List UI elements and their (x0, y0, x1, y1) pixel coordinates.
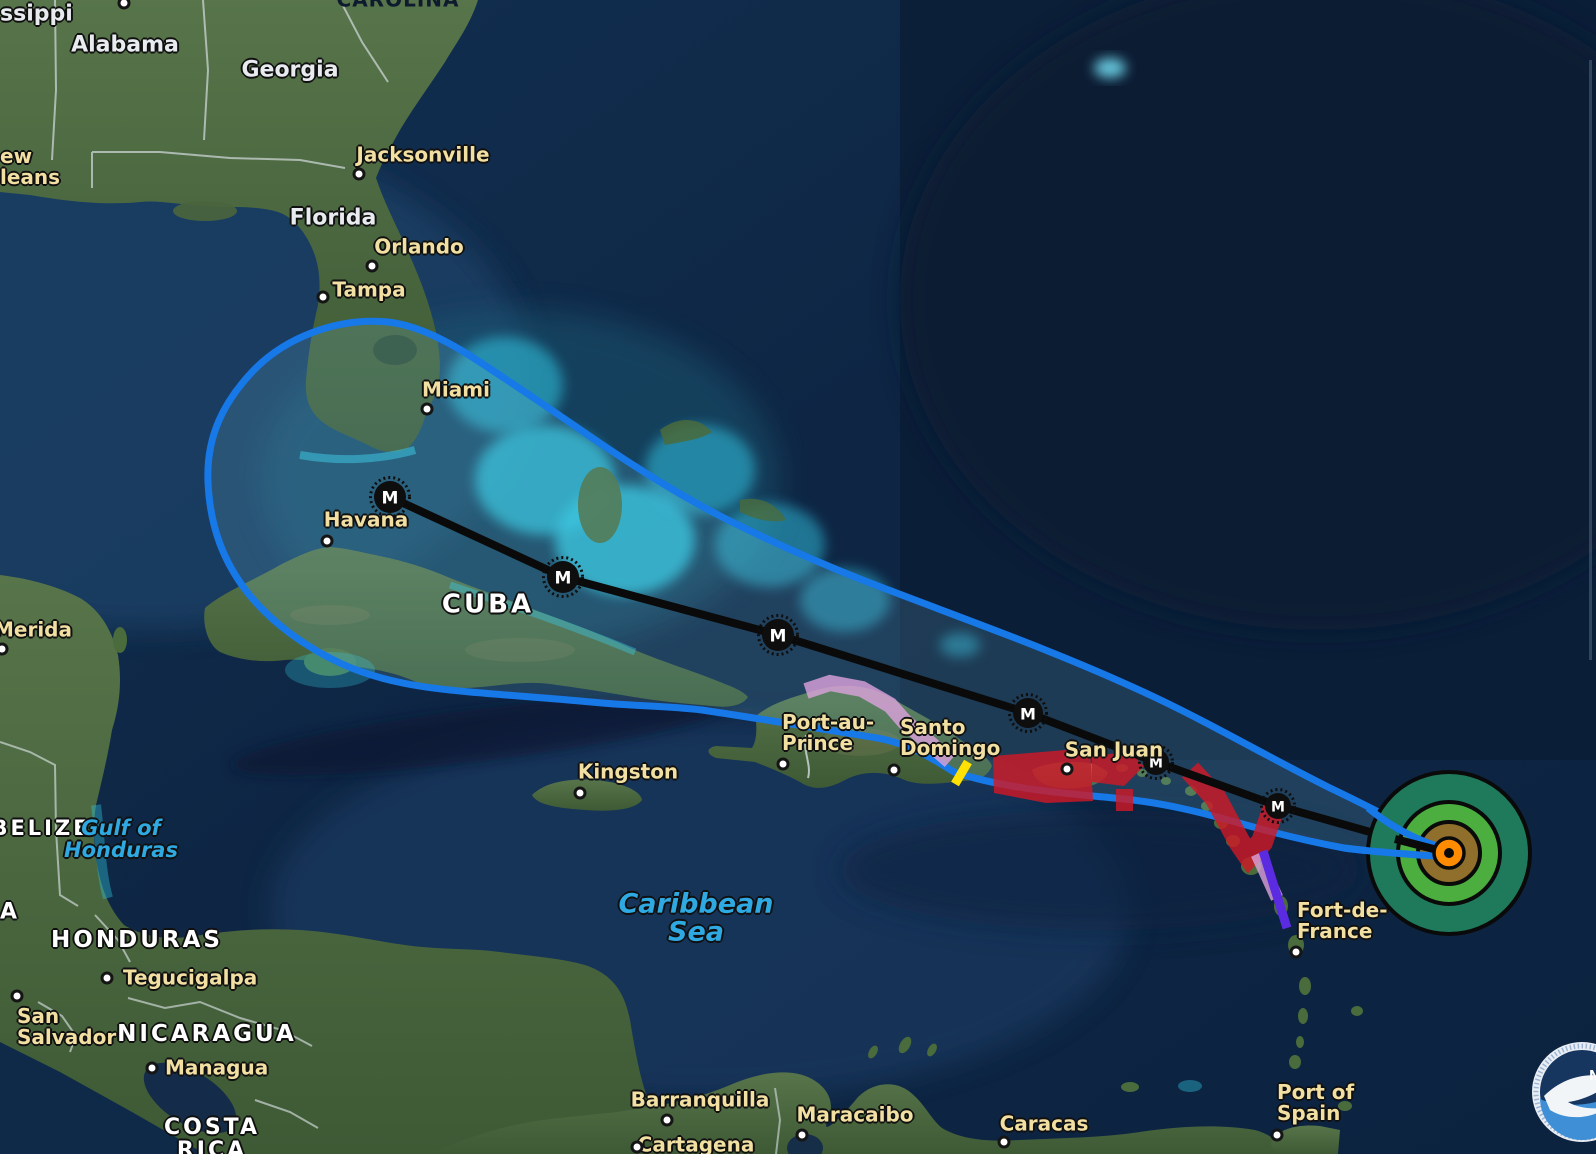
forecast-point-5: M (1260, 788, 1296, 824)
svg-text:NOAA: NOAA (1589, 1069, 1596, 1084)
warning-layer (803, 674, 1292, 930)
hurricane-center (1432, 836, 1466, 870)
forecast-point-0: M (369, 476, 411, 518)
svg-text:M: M (382, 489, 399, 509)
noaa-logo: NOAA (1532, 1042, 1596, 1142)
forecast-point-4: M (1138, 744, 1174, 780)
hurricane-warning-leewards (1181, 762, 1285, 874)
svg-text:M: M (555, 569, 572, 589)
country-borders (0, 741, 319, 1129)
land-cuba (204, 547, 749, 707)
noaa-logo-layer: NOAA (1532, 1042, 1596, 1142)
forecast-point-1: M (542, 556, 584, 598)
edge-artifact (1589, 60, 1592, 660)
land-central-america (0, 575, 680, 1154)
svg-text:M: M (1271, 799, 1285, 815)
hurricane-warning-pr-east (1092, 751, 1144, 786)
svg-text:M: M (1020, 704, 1036, 723)
state-borders (51, 0, 389, 188)
land-us-southeast (0, 0, 478, 452)
svg-text:M: M (770, 627, 787, 647)
ts-watch-santo-domingo (951, 759, 972, 787)
forecast-point-2: M (757, 614, 799, 656)
hurricane-symbol-layer (1343, 770, 1532, 936)
land-jamaica (532, 779, 642, 811)
hurricane-watch-hispaniola (803, 674, 956, 768)
land-trinidad (1271, 1125, 1340, 1154)
svg-text:M: M (1149, 755, 1163, 771)
ts-warning-martinique (1258, 849, 1292, 930)
land-south-america (430, 1072, 1285, 1154)
forecast-point-3: M (1008, 693, 1048, 733)
hurricane-warning-pr-main (993, 748, 1093, 803)
hurricane-warning-vi-square (1116, 789, 1133, 811)
